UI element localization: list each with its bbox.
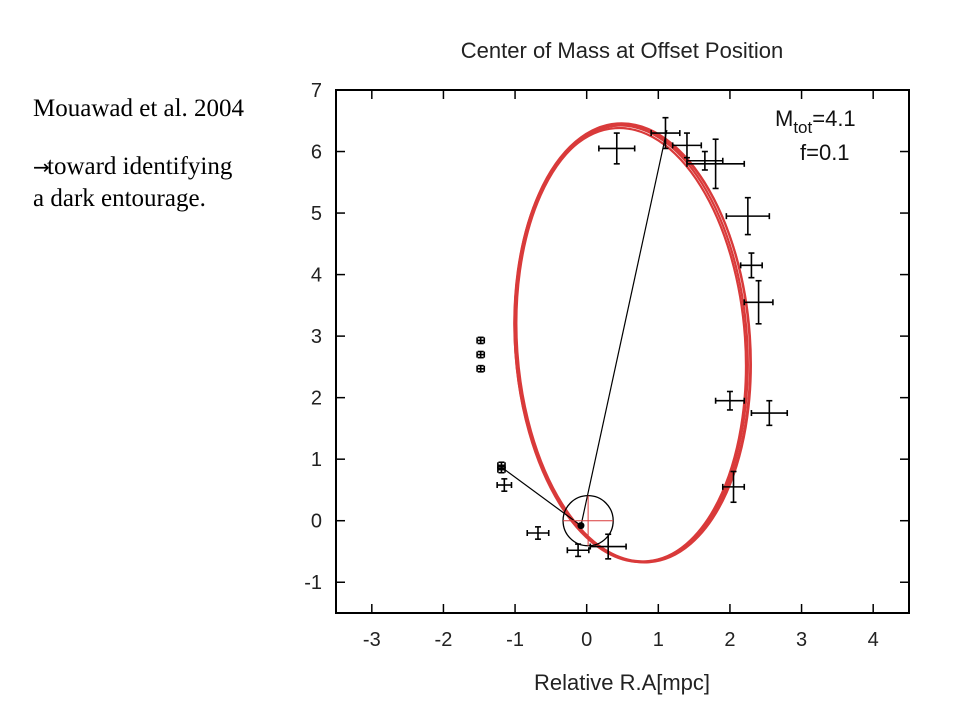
center-of-mass-dot xyxy=(577,522,585,530)
x-tick-label: 1 xyxy=(653,629,664,651)
orbit-layer xyxy=(513,122,752,564)
data-point xyxy=(589,533,627,560)
y-tick-label: 7 xyxy=(311,80,322,102)
x-tick-label: 4 xyxy=(868,629,879,651)
x-tick-label: 2 xyxy=(724,629,735,651)
y-tick-label: -1 xyxy=(304,572,322,594)
data-point xyxy=(476,336,486,345)
chart-title: Center of Mass at Offset Position xyxy=(461,38,783,63)
citation: Mouawad et al. 2004 xyxy=(33,95,245,122)
data-point xyxy=(476,350,486,359)
x-tick-label: 0 xyxy=(581,629,592,651)
annotation-f: f=0.1 xyxy=(800,140,850,165)
data-point xyxy=(739,252,763,279)
y-tick-label: 3 xyxy=(311,326,322,348)
data-point xyxy=(598,132,636,165)
connector-line xyxy=(580,129,668,526)
x-axis-label: Relative R.A[mpc] xyxy=(534,670,710,695)
mtot-subscript: tot xyxy=(793,118,812,137)
y-tick-label: 2 xyxy=(311,388,322,410)
slide-text: Mouawad et al. 2004 →toward identifying … xyxy=(33,93,244,215)
plot-frame xyxy=(335,89,910,614)
data-point xyxy=(476,364,486,373)
data-point xyxy=(650,116,681,150)
mtot-symbol: M xyxy=(775,106,793,131)
x-tick-label: -1 xyxy=(506,629,524,651)
note-line-2: a dark entourage. xyxy=(33,185,206,212)
lines-layer xyxy=(501,129,668,547)
data-point xyxy=(566,543,590,558)
orbit-curve xyxy=(513,122,752,563)
data-point xyxy=(743,279,774,325)
x-tick-label: -2 xyxy=(435,629,453,651)
mtot-value: =4.1 xyxy=(812,106,855,131)
y-tick-label: 4 xyxy=(311,265,322,287)
data-point xyxy=(686,150,724,171)
data-point xyxy=(496,478,513,492)
ticks-layer: -3 -2 -1 0 1 2 3 4 -1 0 1 2 3 4 5 6 7 xyxy=(304,80,909,651)
data-point xyxy=(750,399,789,427)
data-point xyxy=(526,526,550,540)
x-tick-label: 3 xyxy=(796,629,807,651)
data-point xyxy=(671,132,703,159)
data-point xyxy=(497,465,506,474)
x-tick-label: -3 xyxy=(363,629,381,651)
note-line-1: →toward identifying xyxy=(33,151,244,183)
y-tick-label: 6 xyxy=(311,142,322,164)
data-point xyxy=(714,390,746,411)
orbit-curve xyxy=(515,124,752,564)
y-tick-label: 1 xyxy=(311,449,322,471)
data-point xyxy=(725,196,771,236)
points-layer xyxy=(476,116,789,560)
data-point xyxy=(721,470,746,504)
right-arrow-icon: → xyxy=(33,155,50,179)
data-point xyxy=(686,138,746,190)
y-tick-label: 0 xyxy=(311,511,322,533)
annotation-mtot: Mtot=4.1 xyxy=(775,106,856,137)
note-text-1: toward identifying xyxy=(47,153,233,180)
y-tick-label: 5 xyxy=(311,203,322,225)
connector-line xyxy=(501,466,582,527)
